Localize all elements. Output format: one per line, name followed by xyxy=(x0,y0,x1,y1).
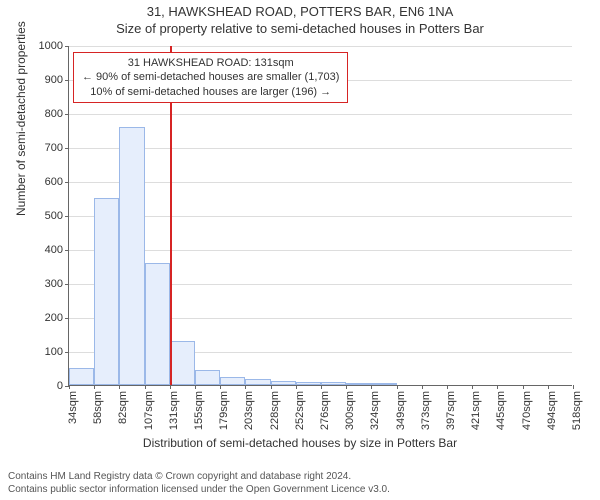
histogram-bar xyxy=(195,370,220,385)
callout-line-2: ← 90% of semi-detached houses are smalle… xyxy=(82,70,339,84)
histogram-bar xyxy=(271,381,296,385)
ytick-label: 300 xyxy=(45,278,69,290)
xtick-mark xyxy=(472,385,473,389)
xtick-mark xyxy=(245,385,246,389)
xtick-label: 179sqm xyxy=(218,391,230,430)
xtick-mark xyxy=(573,385,574,389)
x-axis-label: Distribution of semi-detached houses by … xyxy=(0,436,600,450)
xtick-mark xyxy=(523,385,524,389)
xtick-label: 421sqm xyxy=(470,391,482,430)
xtick-mark xyxy=(548,385,549,389)
ytick-label: 700 xyxy=(45,142,69,154)
ytick-label: 100 xyxy=(45,346,69,358)
histogram-chart: 0100200300400500600700800900100034sqm58s… xyxy=(68,46,572,386)
xtick-mark xyxy=(397,385,398,389)
histogram-bar xyxy=(94,198,119,385)
xtick-mark xyxy=(422,385,423,389)
credits: Contains HM Land Registry data © Crown c… xyxy=(8,471,592,496)
histogram-bar xyxy=(321,382,346,385)
callout-box: 31 HAWKSHEAD ROAD: 131sqm← 90% of semi-d… xyxy=(73,52,348,103)
page-subtitle: Size of property relative to semi-detach… xyxy=(0,19,600,36)
histogram-bar xyxy=(119,127,144,385)
credits-line-2: Contains public sector information licen… xyxy=(8,484,592,497)
ytick-label: 400 xyxy=(45,244,69,256)
xtick-label: 518sqm xyxy=(571,391,583,430)
xtick-label: 131sqm xyxy=(168,391,180,430)
xtick-mark xyxy=(94,385,95,389)
xtick-mark xyxy=(145,385,146,389)
ytick-label: 800 xyxy=(45,108,69,120)
callout-line-1: 31 HAWKSHEAD ROAD: 131sqm xyxy=(82,56,339,70)
xtick-mark xyxy=(220,385,221,389)
histogram-bar xyxy=(220,377,245,386)
histogram-bar xyxy=(245,379,270,385)
xtick-mark xyxy=(321,385,322,389)
xtick-label: 155sqm xyxy=(193,391,205,430)
xtick-label: 324sqm xyxy=(369,391,381,430)
ytick-label: 900 xyxy=(45,74,69,86)
ytick-label: 500 xyxy=(45,210,69,222)
xtick-label: 228sqm xyxy=(269,391,281,430)
histogram-bar xyxy=(145,263,170,385)
xtick-label: 58sqm xyxy=(92,391,104,424)
xtick-label: 373sqm xyxy=(420,391,432,430)
xtick-mark xyxy=(346,385,347,389)
xtick-label: 300sqm xyxy=(344,391,356,430)
ytick-label: 1000 xyxy=(39,40,69,52)
xtick-label: 82sqm xyxy=(117,391,129,424)
xtick-label: 276sqm xyxy=(319,391,331,430)
xtick-mark xyxy=(371,385,372,389)
ytick-label: 600 xyxy=(45,176,69,188)
gridline xyxy=(69,46,572,47)
page-title: 31, HAWKSHEAD ROAD, POTTERS BAR, EN6 1NA xyxy=(0,0,600,19)
xtick-label: 203sqm xyxy=(243,391,255,430)
xtick-label: 349sqm xyxy=(395,391,407,430)
xtick-mark xyxy=(271,385,272,389)
xtick-label: 34sqm xyxy=(67,391,79,424)
histogram-bar xyxy=(346,383,371,385)
ytick-label: 200 xyxy=(45,312,69,324)
y-axis-label: Number of semi-detached properties xyxy=(14,21,28,216)
histogram-bar xyxy=(170,341,195,385)
xtick-mark xyxy=(296,385,297,389)
xtick-mark xyxy=(170,385,171,389)
xtick-mark xyxy=(69,385,70,389)
xtick-label: 494sqm xyxy=(546,391,558,430)
histogram-bar xyxy=(371,383,396,385)
xtick-mark xyxy=(195,385,196,389)
xtick-label: 470sqm xyxy=(521,391,533,430)
xtick-label: 252sqm xyxy=(294,391,306,430)
histogram-bar xyxy=(69,368,94,385)
xtick-label: 445sqm xyxy=(495,391,507,430)
xtick-mark xyxy=(497,385,498,389)
xtick-mark xyxy=(447,385,448,389)
gridline xyxy=(69,114,572,115)
xtick-mark xyxy=(119,385,120,389)
callout-line-3: 10% of semi-detached houses are larger (… xyxy=(82,85,339,99)
xtick-label: 397sqm xyxy=(445,391,457,430)
xtick-label: 107sqm xyxy=(143,391,155,430)
credits-line-1: Contains HM Land Registry data © Crown c… xyxy=(8,471,592,484)
histogram-bar xyxy=(296,382,321,385)
